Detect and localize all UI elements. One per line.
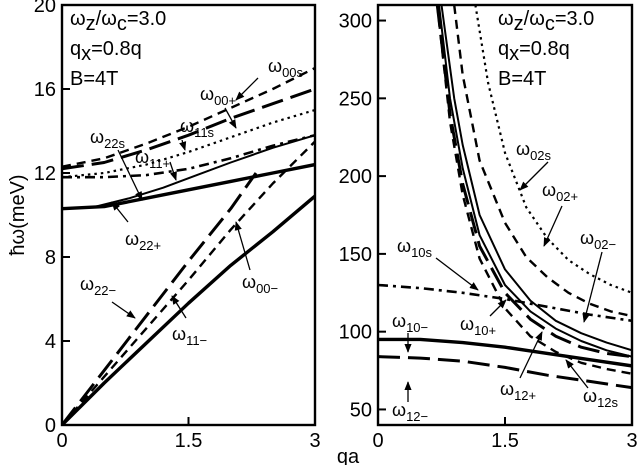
y-tick-label: 0: [45, 415, 56, 437]
curve-label-omegaminus12minus: ω12−: [392, 400, 428, 424]
y-tick-label: 250: [339, 88, 372, 110]
label-arrow: [235, 77, 259, 101]
curve-label-omegaminus22minus: ω22−: [80, 274, 116, 298]
y-tick-label: 12: [34, 163, 56, 185]
label-arrow: [519, 161, 549, 191]
annotation-text: ωz/ωc=3.0: [70, 8, 166, 35]
label-arrow: [489, 299, 507, 317]
y-tick-label: 300: [339, 11, 372, 33]
curve-label-omegaminus02s: ω02s: [516, 139, 552, 163]
curve-label-omegaminus12plus: ω12+: [500, 379, 536, 403]
right-series: [378, 5, 632, 390]
y-axis-label: ħω(meV): [7, 174, 29, 255]
x-axis-label: qa: [337, 446, 360, 465]
left-series: [62, 66, 315, 425]
right-panel: 0 1.5 3 50 100 150 200 250 300 qa ωz/ωc=3.0 qx=0.8q…: [337, 3, 638, 465]
curve-label-omegaminus22s: ω22s: [90, 127, 126, 151]
curve-label-omegaminus02plus: ω02+: [542, 180, 578, 204]
series-omegaminus22minus: [62, 172, 258, 425]
curve-label-omegaminus12s: ω12s: [583, 386, 619, 410]
series-omegaminus00minus: [62, 140, 315, 425]
annotation-text: qx=0.8q: [70, 38, 142, 65]
series-omegaminus02minus: [378, 283, 632, 323]
x-tick-label: 0: [56, 430, 67, 452]
label-arrow: [435, 257, 479, 291]
curve-label-omegaminus10plus: ω10+: [460, 314, 496, 338]
y-tick-label: 200: [339, 166, 372, 188]
curve-label-omegaminus11s: ω11s: [180, 116, 215, 140]
label-arrow: [565, 359, 589, 389]
x-tick-label: 3: [309, 430, 320, 452]
series-omegaminus10s: [440, 5, 632, 352]
series-omegaminus11plus: [62, 133, 315, 179]
curve-label-omegaminus00minus: ω00−: [242, 272, 278, 296]
label-arrow: [171, 295, 187, 319]
series-omegaminus00plus: [62, 87, 315, 171]
series-omegaminus12plus: [435, 5, 632, 359]
x-tick-label: 3: [626, 430, 637, 452]
label-arrow: [234, 221, 251, 271]
series-omegaminus10minus: [378, 337, 632, 368]
curve-label-omegaminus02minus: ω02−: [580, 228, 616, 252]
series-omegaminus11minus: [62, 194, 315, 425]
left-panel: 0 1.5 3 0 4 8 12 16 20 ħω(meV) ωz/ωc=3.0 qx=0.8q B=4…: [7, 0, 321, 452]
annotation-text: B=4T: [70, 68, 118, 90]
series-omegaminus10plus: [438, 5, 632, 358]
curve-label-omegaminus00s: ω00s: [268, 56, 304, 80]
x-tick-label: 0: [372, 430, 383, 452]
curve-label-omegaminus11minus: ω11−: [172, 324, 207, 348]
label-arrow: [224, 107, 237, 129]
y-tick-label: 8: [45, 247, 56, 269]
series-omegaminus22plus: [62, 162, 315, 211]
y-tick-label: 150: [339, 244, 372, 266]
curve-label-omegaminus00plus: ω00+: [200, 84, 236, 108]
label-arrow: [519, 331, 543, 379]
label-arrow: [169, 161, 177, 181]
y-tick-label: 16: [34, 79, 56, 101]
label-arrow: [179, 139, 187, 151]
y-tick-label: 100: [339, 322, 372, 344]
y-tick-label: 20: [34, 0, 56, 17]
curve-label-omegaminus11plus: ω11+: [135, 147, 170, 171]
label-arrow: [111, 301, 136, 319]
label-arrow: [582, 251, 603, 323]
label-arrow: [111, 201, 129, 223]
y-tick-label: 50: [350, 399, 372, 421]
label-arrow: [117, 149, 143, 201]
annotation-text: B=4T: [498, 68, 546, 90]
annotation-text: qx=0.8q: [498, 38, 570, 65]
curve-label-omegaminus10minus: ω10−: [392, 311, 428, 335]
y-tick-label: 4: [45, 331, 56, 353]
curve-label-omegaminus10s: ω10s: [397, 236, 433, 260]
curve-label-omegaminus22plus: ω22+: [125, 229, 161, 253]
x-tick-label: 1.5: [175, 430, 203, 452]
series-omegaminus12minus: [378, 355, 632, 390]
series-omegaminus00s: [62, 66, 315, 168]
annotation-text: ωz/ωc=3.0: [498, 8, 594, 35]
label-arrow: [543, 205, 563, 247]
x-tick-label: 1.5: [491, 430, 519, 452]
series-omegaminus12s: [436, 5, 632, 375]
